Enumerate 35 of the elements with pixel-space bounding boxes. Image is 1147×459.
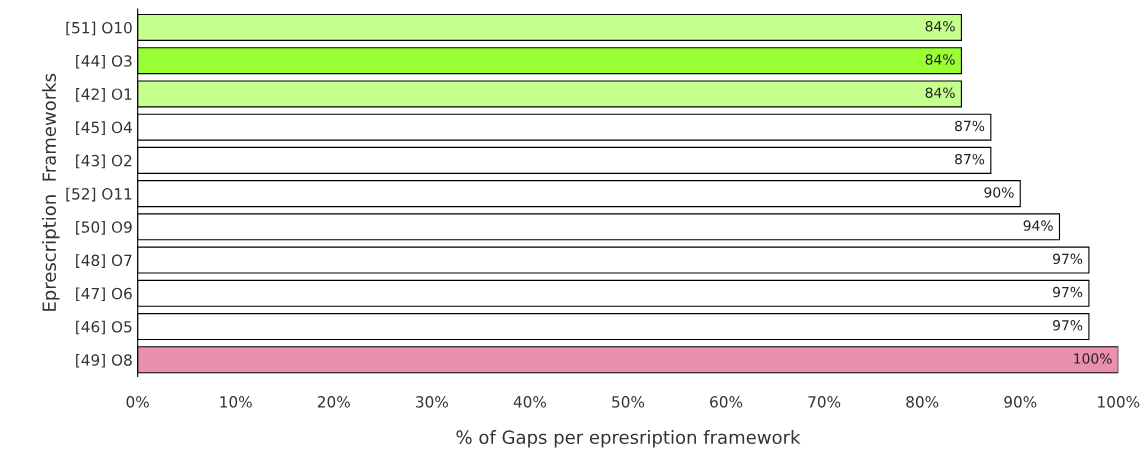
y-tick-label: [42] O1 [76, 88, 132, 102]
x-tick-label: 100% [1098, 396, 1140, 408]
y-tick-label: [52] O11 [66, 187, 132, 202]
y-tick-label: [47] O6 [76, 287, 132, 302]
x-tick-label: 10% [220, 396, 252, 408]
x-tick-label: 50% [612, 396, 645, 408]
data-label: 84% [925, 87, 955, 98]
data-label: 97% [1053, 286, 1083, 298]
data-label: 87% [955, 153, 985, 165]
y-tick-label: [43] O2 [76, 154, 132, 169]
x-axis-title: % of Gaps per epresription framework [456, 430, 801, 448]
y-tick-label: [50] O9 [76, 221, 132, 235]
x-tick-label: 20% [317, 396, 350, 408]
data-label: 87% [955, 120, 985, 132]
y-tick-label: [46] O5 [76, 320, 132, 335]
data-label: 84% [925, 54, 955, 65]
x-tick-label: 30% [416, 396, 448, 408]
y-tick-label: [45] O4 [76, 121, 132, 135]
x-tick-label: 80% [906, 396, 939, 408]
y-tick-label: [44] O3 [76, 54, 132, 69]
y-tick-label: [48] O7 [76, 254, 132, 268]
x-tick-label: 70% [808, 396, 841, 408]
y-tick-label: [49] O8 [76, 353, 132, 368]
data-label: 84% [925, 20, 955, 32]
x-tick-label: 0% [126, 396, 149, 408]
y-axis-title: Eprescription Frameworks [42, 73, 60, 311]
x-tick-label: 40% [513, 396, 547, 408]
data-label: 100% [1074, 353, 1112, 364]
data-label: 94% [1023, 220, 1053, 231]
data-label: 97% [1053, 320, 1083, 331]
data-label: 97% [1053, 253, 1083, 265]
y-tick-label: [51] O10 [66, 21, 132, 36]
x-tick-label: 60% [710, 396, 743, 408]
data-label: 90% [984, 187, 1014, 198]
x-tick-label: 90% [1004, 396, 1037, 408]
